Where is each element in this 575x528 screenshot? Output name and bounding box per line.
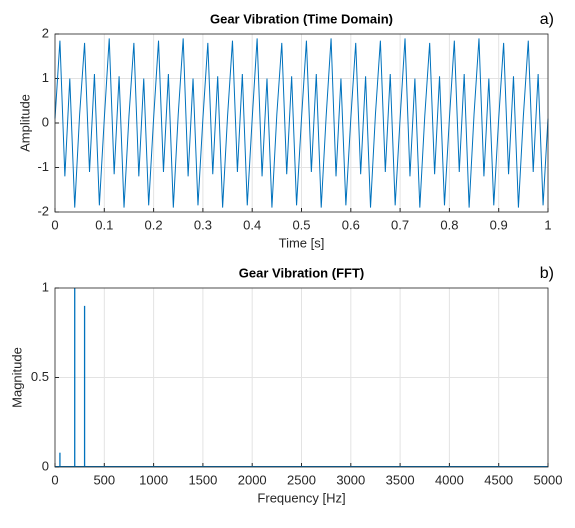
- x-tick-label: 0.3: [194, 217, 212, 232]
- axes-box: [54, 33, 549, 213]
- panel-label: b): [540, 265, 554, 282]
- x-tick-label: 0.9: [490, 217, 508, 232]
- y-tick-label: -1: [37, 159, 49, 174]
- x-tick-label: 1000: [139, 472, 168, 487]
- x-tick-label: 0.6: [342, 217, 360, 232]
- x-tick-label: 0: [51, 472, 58, 487]
- x-tick-label: 0.8: [440, 217, 458, 232]
- x-tick-label: 1500: [188, 472, 217, 487]
- axes-box: [54, 287, 549, 468]
- x-tick-label: 4500: [484, 472, 513, 487]
- x-tick-label: 2500: [287, 472, 316, 487]
- signal-line: [54, 38, 549, 208]
- y-tick-label: 2: [42, 25, 49, 40]
- x-tick-label: 0.5: [292, 217, 310, 232]
- x-tick-label: 2000: [238, 472, 267, 487]
- y-axis-label: Magnitude: [9, 347, 24, 408]
- chart-title: Gear Vibration (FFT): [239, 265, 364, 280]
- x-tick-label: 4000: [435, 472, 464, 487]
- y-tick-label: 0.5: [31, 369, 49, 384]
- x-axis-label: Frequency [Hz]: [257, 490, 345, 505]
- x-tick-label: 1: [544, 217, 551, 232]
- x-tick-label: 0.2: [145, 217, 163, 232]
- x-tick-label: 0.4: [243, 217, 261, 232]
- x-tick-label: 0.7: [391, 217, 409, 232]
- panel-label: a): [540, 11, 554, 28]
- y-tick-label: 0: [42, 458, 49, 473]
- y-axis-label: Amplitude: [17, 94, 32, 152]
- x-tick-label: 3000: [336, 472, 365, 487]
- chart-title: Gear Vibration (Time Domain): [210, 11, 393, 26]
- y-tick-label: 1: [42, 70, 49, 85]
- x-axis-label: Time [s]: [279, 235, 325, 250]
- x-tick-label: 500: [93, 472, 115, 487]
- y-tick-label: 1: [42, 279, 49, 294]
- y-tick-label: 0: [42, 114, 49, 129]
- x-tick-label: 0.1: [95, 217, 113, 232]
- x-tick-label: 5000: [534, 472, 563, 487]
- x-tick-label: 3500: [386, 472, 415, 487]
- x-tick-label: 0: [51, 217, 58, 232]
- y-tick-label: -2: [37, 203, 49, 218]
